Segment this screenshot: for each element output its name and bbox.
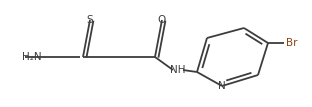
Text: S: S (87, 15, 93, 25)
Text: NH: NH (170, 65, 186, 75)
Text: H₂N: H₂N (22, 52, 41, 62)
Text: N: N (218, 81, 226, 91)
Text: O: O (158, 15, 166, 25)
Text: Br: Br (286, 38, 298, 48)
